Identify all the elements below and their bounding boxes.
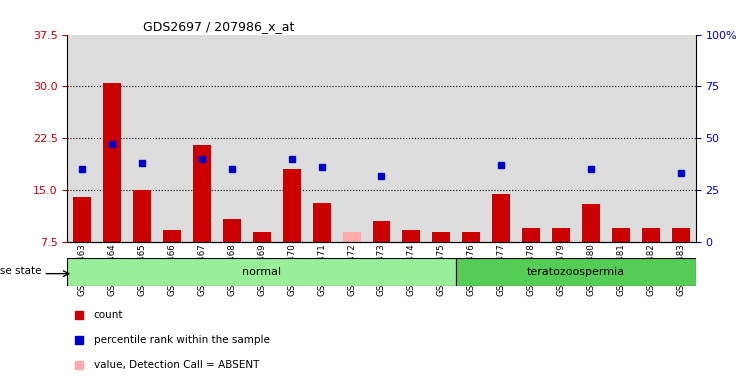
Bar: [636, 35, 666, 242]
Text: value, Detection Call = ABSENT: value, Detection Call = ABSENT: [94, 361, 259, 371]
Bar: [103, 83, 121, 242]
Bar: [67, 35, 97, 242]
Bar: [133, 190, 151, 242]
Bar: [127, 35, 157, 242]
Bar: [666, 35, 696, 242]
Bar: [612, 228, 630, 242]
Bar: [402, 230, 420, 242]
Text: GDS2697 / 207986_x_at: GDS2697 / 207986_x_at: [143, 20, 294, 33]
Text: count: count: [94, 310, 123, 320]
Bar: [546, 35, 576, 242]
Bar: [283, 169, 301, 242]
Bar: [522, 228, 540, 242]
Text: disease state: disease state: [0, 266, 41, 276]
Bar: [606, 35, 636, 242]
Bar: [486, 35, 516, 242]
Bar: [456, 35, 486, 242]
Bar: [432, 232, 450, 242]
Bar: [247, 35, 277, 242]
Bar: [343, 232, 361, 242]
Bar: [277, 35, 307, 242]
Bar: [307, 35, 337, 242]
Bar: [373, 221, 390, 242]
Bar: [67, 258, 456, 286]
Bar: [313, 202, 331, 242]
Bar: [217, 35, 247, 242]
Bar: [576, 35, 606, 242]
Bar: [582, 204, 600, 242]
Text: normal: normal: [242, 267, 281, 277]
Bar: [223, 219, 241, 242]
Bar: [157, 35, 187, 242]
Bar: [193, 145, 211, 242]
Bar: [97, 35, 127, 242]
Bar: [642, 228, 660, 242]
Bar: [492, 194, 510, 242]
Bar: [337, 35, 367, 242]
Bar: [516, 35, 546, 242]
Bar: [552, 228, 570, 242]
Bar: [187, 35, 217, 242]
Bar: [396, 35, 426, 242]
Bar: [163, 230, 181, 242]
Bar: [456, 258, 696, 286]
Bar: [253, 232, 271, 242]
Bar: [73, 197, 91, 242]
Text: teratozoospermia: teratozoospermia: [527, 267, 625, 277]
Bar: [672, 228, 690, 242]
Bar: [367, 35, 396, 242]
Text: percentile rank within the sample: percentile rank within the sample: [94, 335, 269, 345]
Bar: [462, 232, 480, 242]
Bar: [426, 35, 456, 242]
